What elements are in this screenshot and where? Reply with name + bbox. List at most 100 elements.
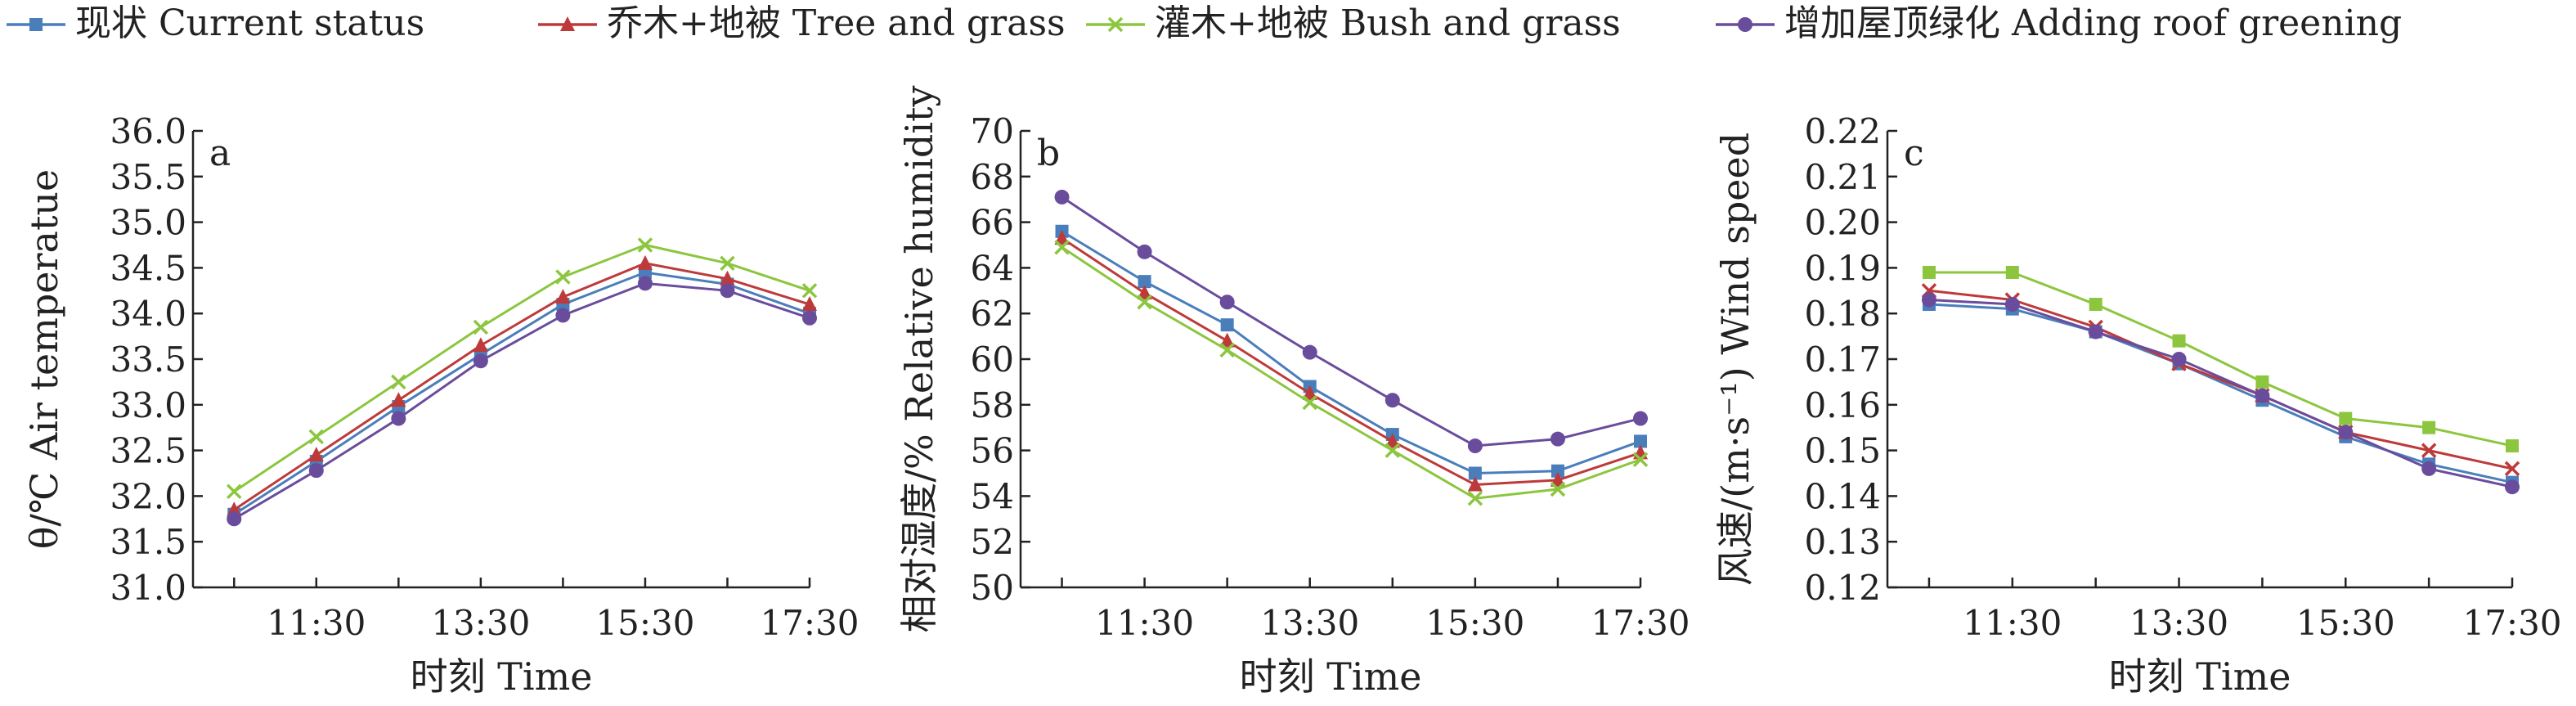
- y-tick-label: 70: [971, 111, 1014, 151]
- data-point: [2504, 461, 2520, 477]
- data-point: [1550, 481, 1566, 497]
- x-axis-label: 时刻 Time: [2109, 654, 2291, 699]
- y-tick-label: 60: [971, 340, 1014, 380]
- data-point: [1302, 394, 1317, 411]
- data-point: [2421, 443, 2437, 458]
- y-tick-label: 32.5: [110, 431, 186, 471]
- data-point: [2506, 439, 2519, 453]
- y-tick-label: 0.19: [1804, 248, 1881, 288]
- legend-item: 现状 Current status: [7, 2, 424, 44]
- data-point: [308, 429, 325, 445]
- data-point: [2255, 375, 2269, 389]
- data-point: [555, 269, 571, 285]
- x-axis-label: 时刻 Time: [411, 654, 593, 699]
- x-tick-label: 17:30: [2462, 603, 2561, 643]
- panel-letter: b: [1037, 133, 1060, 174]
- data-point: [637, 254, 653, 270]
- y-tick-label: 0.14: [1804, 476, 1881, 516]
- data-point: [802, 310, 817, 326]
- data-point: [2421, 461, 2437, 476]
- y-tick-label: 0.20: [1804, 203, 1881, 243]
- y-tick-label: 36.0: [110, 111, 186, 151]
- data-point: [1054, 189, 1070, 205]
- y-tick-label: 0.13: [1804, 522, 1881, 562]
- y-tick-label: 34.0: [110, 294, 186, 334]
- legend-label: 增加屋顶绿化 Adding roof greening: [1784, 2, 2402, 44]
- y-tick-label: 68: [971, 157, 1014, 197]
- data-point: [1219, 332, 1235, 348]
- series-2: [1054, 240, 1649, 506]
- x-tick-label: 11:30: [267, 603, 366, 643]
- data-point: [1302, 384, 1317, 400]
- data-point: [2338, 425, 2354, 440]
- data-point: [1634, 434, 1647, 448]
- y-tick-label: 35.0: [110, 203, 186, 243]
- y-tick-label: 54: [971, 476, 1014, 516]
- y-tick-label: 58: [971, 385, 1014, 425]
- series-line: [233, 271, 810, 515]
- series-line: [233, 243, 810, 493]
- data-point: [1633, 411, 1648, 426]
- series-1: [1054, 230, 1648, 492]
- legend-item: 灌木+地被 Bush and grass: [1086, 2, 1621, 44]
- series-0: [227, 265, 816, 521]
- series-line: [1061, 230, 1641, 475]
- data-point: [637, 237, 653, 253]
- legend-marker: [1107, 16, 1124, 33]
- data-point: [227, 483, 242, 500]
- data-point: [1551, 464, 1564, 478]
- y-tick-label: 32.0: [110, 476, 186, 516]
- data-point: [2422, 420, 2436, 434]
- data-point: [1384, 443, 1401, 458]
- legend-label: 乔木+地被 Tree and grass: [607, 2, 1066, 44]
- y-axis-label: θ/℃ Air temperatue: [22, 169, 66, 550]
- chart-panel-c: 0.12 0.13 0.14 0.15 0.16 0.17 0.18 0.19 0.20 0.21…: [1713, 111, 2562, 699]
- y-tick-label: 35.5: [110, 157, 186, 197]
- data-point: [1219, 342, 1235, 358]
- x-axis-label: 时刻 Time: [1240, 654, 1422, 699]
- data-point: [555, 308, 571, 323]
- data-point: [1220, 318, 1234, 332]
- legend-item: 增加屋顶绿化 Adding roof greening: [1716, 2, 2402, 44]
- series-line: [1061, 196, 1641, 447]
- x-tick-label: 13:30: [431, 603, 530, 643]
- data-point: [2088, 324, 2103, 340]
- data-point: [1467, 438, 1483, 454]
- y-tick-label: 66: [971, 203, 1014, 243]
- data-point: [555, 289, 571, 304]
- series-line: [1061, 236, 1641, 486]
- data-point: [1137, 295, 1152, 310]
- y-tick-label: 0.17: [1804, 340, 1881, 380]
- data-point: [391, 392, 406, 407]
- data-point: [2004, 297, 2020, 313]
- data-point: [1632, 452, 1649, 467]
- panel-letter: a: [209, 133, 231, 174]
- data-point: [227, 511, 242, 527]
- data-point: [2505, 479, 2520, 495]
- data-point: [391, 374, 406, 390]
- data-point: [1467, 476, 1483, 492]
- data-point: [637, 276, 653, 291]
- data-point: [391, 411, 406, 426]
- y-tick-label: 0.12: [1804, 568, 1881, 608]
- x-tick-label: 15:30: [595, 603, 694, 643]
- legend-marker: [1738, 17, 1752, 32]
- x-tick-label: 15:30: [2296, 603, 2395, 643]
- data-point: [473, 319, 489, 335]
- x-tick-label: 11:30: [1095, 603, 1194, 643]
- data-point: [2255, 388, 2270, 403]
- series-line: [1928, 289, 2513, 470]
- data-point: [2005, 265, 2019, 279]
- x-tick-label: 15:30: [1425, 603, 1524, 643]
- series-3: [227, 276, 817, 527]
- legend-marker: [560, 16, 575, 31]
- y-tick-label: 0.18: [1804, 294, 1881, 334]
- data-point: [2171, 352, 2187, 366]
- panel-letter: c: [1904, 133, 1924, 174]
- data-point: [1384, 433, 1400, 448]
- series-line: [233, 281, 810, 520]
- data-point: [1550, 431, 1565, 447]
- y-tick-label: 0.21: [1804, 157, 1881, 197]
- series-0: [1055, 224, 1647, 480]
